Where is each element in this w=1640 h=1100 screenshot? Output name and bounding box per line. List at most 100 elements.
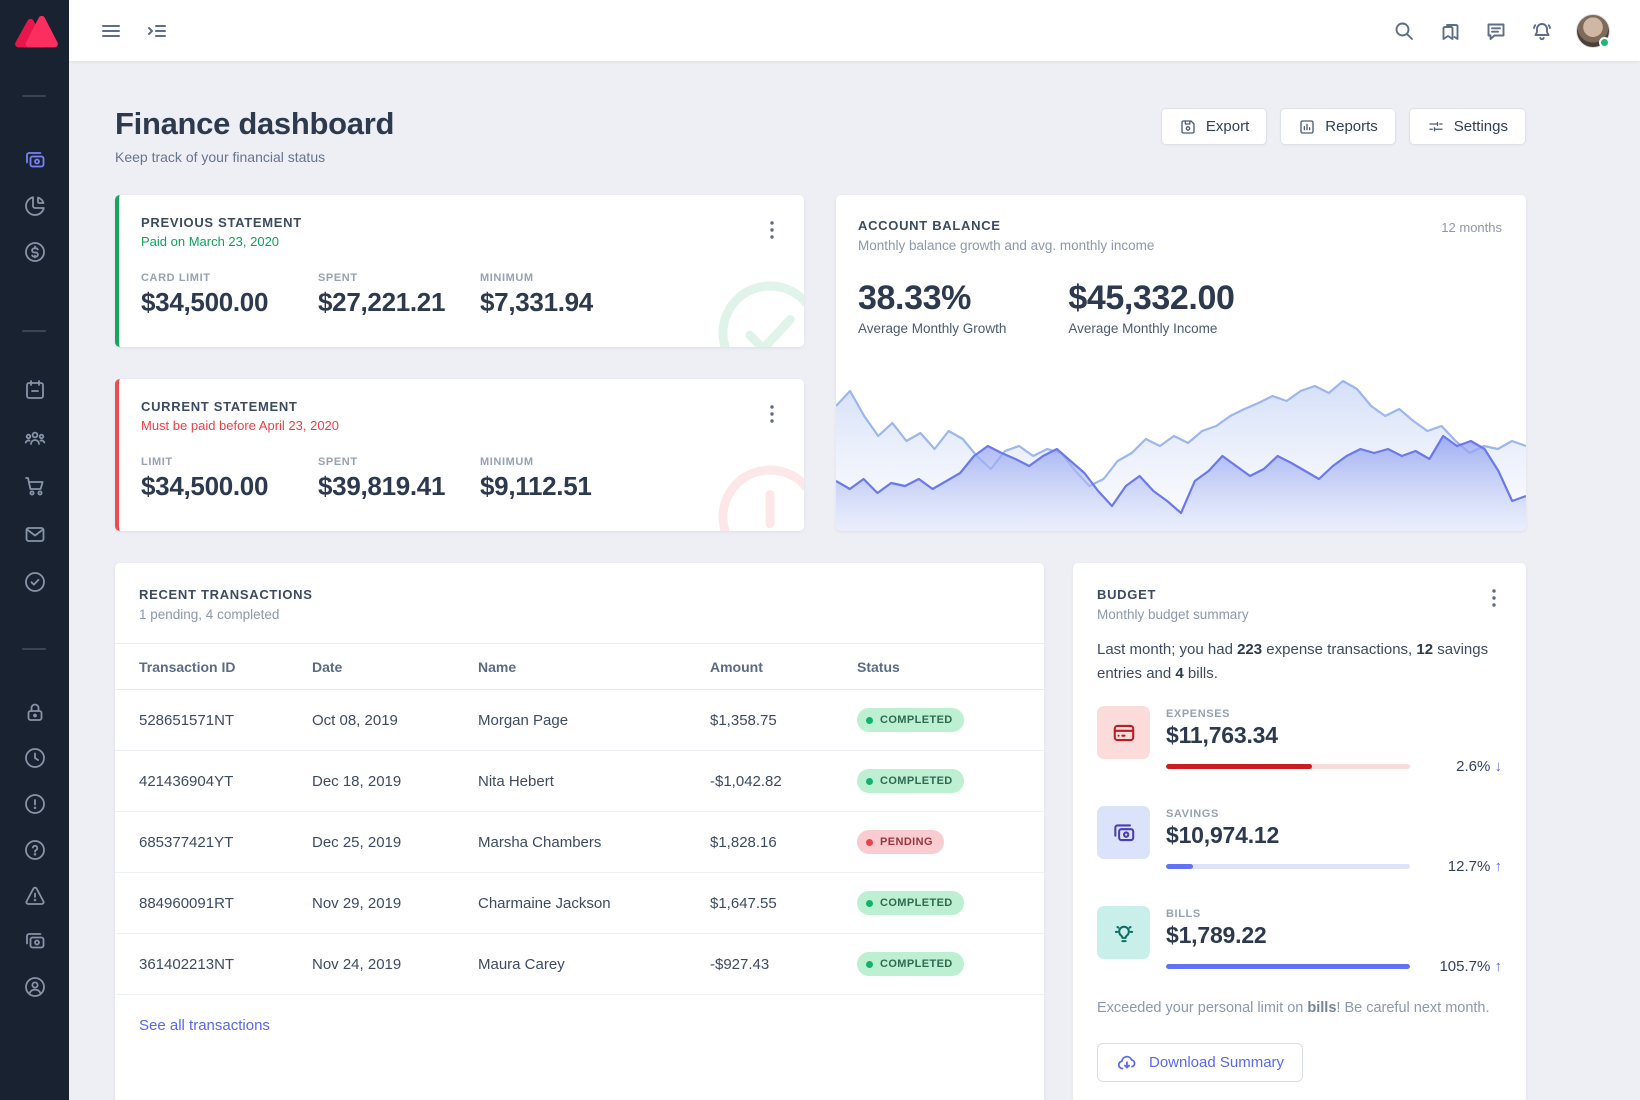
bills-change: 105.7% ↑ [1439, 958, 1502, 975]
arrow-down-icon: ↓ [1494, 758, 1503, 775]
savings-progress-bar [1166, 864, 1410, 869]
col-header-date: Date [312, 643, 478, 690]
budget-title: BUDGET [1097, 587, 1157, 602]
transaction-date: Dec 25, 2019 [312, 811, 478, 873]
expenses-progress-bar [1166, 764, 1410, 769]
notifications-bell-icon[interactable] [1530, 19, 1554, 43]
sidebar-item-pie-chart[interactable] [23, 194, 47, 218]
budget-item-label: BILLS [1166, 908, 1201, 920]
table-row[interactable]: 361402213NT Nov 24, 2019 Maura Carey -$9… [115, 933, 1044, 995]
topbar [69, 0, 1640, 61]
sidebar-item-currency-dollar[interactable] [23, 240, 47, 264]
messages-icon[interactable] [1484, 19, 1508, 43]
online-status-dot [1599, 36, 1610, 48]
transaction-amount: $1,647.55 [710, 872, 857, 934]
transaction-id: 685377421YT [115, 811, 312, 873]
arrow-up-icon: ↑ [1494, 858, 1503, 875]
growth-label: Average Monthly Growth [858, 321, 1007, 336]
page-content: Finance dashboard Keep track of your fin… [69, 61, 1640, 1100]
indent-icon[interactable] [145, 19, 169, 43]
budget-item-savings: SAVINGS $10,974.12 12.7% ↑ [1097, 806, 1502, 875]
card-menu-kebab-icon[interactable] [1482, 585, 1506, 613]
transaction-name: Nita Hebert [478, 750, 710, 812]
transactions-title: RECENT TRANSACTIONS [139, 587, 313, 602]
budget-subtitle: Monthly budget summary [1097, 607, 1249, 622]
card-menu-kebab-icon[interactable] [760, 401, 784, 429]
reports-button[interactable]: Reports [1280, 108, 1396, 145]
settings-button-label: Settings [1453, 118, 1508, 135]
transaction-amount: -$927.43 [710, 933, 857, 995]
budget-item-value: $11,763.34 [1166, 722, 1278, 748]
table-row[interactable]: 528651571NT Oct 08, 2019 Morgan Page $1,… [115, 689, 1044, 751]
sidebar-item-clock[interactable] [23, 746, 47, 770]
savings-change: 12.7% ↑ [1447, 858, 1503, 875]
budget-item-label: EXPENSES [1166, 708, 1231, 720]
download-summary-button[interactable]: Download Summary [1097, 1043, 1304, 1082]
table-row[interactable]: 685377421YT Dec 25, 2019 Marsha Chambers… [115, 811, 1044, 873]
user-avatar[interactable] [1576, 13, 1610, 48]
sidebar-item-users[interactable] [23, 426, 47, 450]
topbar-actions [1370, 13, 1610, 48]
transaction-date: Oct 08, 2019 [312, 689, 478, 751]
table-row[interactable]: 884960091RT Nov 29, 2019 Charmaine Jacks… [115, 872, 1044, 934]
stat-value: $27,221.21 [318, 287, 446, 317]
sidebar-item-calendar[interactable] [23, 378, 47, 402]
stat-label: MINIMUM [480, 456, 534, 468]
transaction-name: Charmaine Jackson [478, 872, 710, 934]
account-balance-title: ACCOUNT BALANCE [858, 218, 1001, 233]
sidebar-item-shopping-cart[interactable] [23, 474, 47, 498]
budget-item-expenses: EXPENSES $11,763.34 2.6% ↓ [1097, 706, 1502, 775]
brand-logo-icon[interactable] [11, 11, 59, 51]
sidebar-item-mail[interactable] [23, 522, 47, 546]
table-row[interactable]: 421436904YT Dec 18, 2019 Nita Hebert -$1… [115, 750, 1044, 812]
stat-value: $34,500.00 [141, 287, 269, 317]
download-summary-label: Download Summary [1149, 1054, 1285, 1071]
menu-icon[interactable] [99, 19, 123, 43]
status-badge: COMPLETED [857, 952, 964, 976]
bulb-icon [1097, 906, 1150, 959]
export-button[interactable]: Export [1160, 108, 1268, 145]
adjustments-icon [1429, 121, 1443, 131]
settings-button[interactable]: Settings [1408, 108, 1526, 145]
transaction-id: 421436904YT [115, 750, 312, 812]
account-balance-card: ACCOUNT BALANCE Monthly balance growth a… [836, 195, 1526, 531]
sidebar-item-alert-circle[interactable] [23, 792, 47, 816]
see-all-transactions-link[interactable]: See all transactions [139, 1017, 270, 1034]
stat-label: SPENT [318, 272, 358, 284]
sidebar-item-help-circle[interactable] [23, 838, 47, 862]
current-statement-status: Must be paid before April 23, 2020 [141, 418, 340, 433]
transaction-date: Dec 18, 2019 [312, 750, 478, 812]
status-badge: COMPLETED [857, 891, 964, 915]
export-button-label: Export [1205, 118, 1250, 135]
balance-area-chart [836, 359, 1526, 531]
status-badge: PENDING [857, 830, 944, 854]
sidebar-item-cash[interactable] [23, 929, 47, 953]
card-menu-kebab-icon[interactable] [760, 217, 784, 245]
sidebar-divider [22, 330, 46, 332]
budget-item-value: $1,789.22 [1166, 922, 1267, 948]
stat-label: LIMIT [141, 456, 173, 468]
chart-bar-icon [1300, 119, 1314, 134]
sidebar-item-lock[interactable] [23, 700, 47, 724]
search-icon[interactable] [1392, 19, 1416, 43]
budget-summary-text: Last month; you had 223 expense transact… [1097, 641, 1489, 682]
recent-transactions-card: RECENT TRANSACTIONS 1 pending, 4 complet… [115, 563, 1044, 1100]
balance-period-label: 12 months [1441, 220, 1502, 235]
sidebar-item-user-circle[interactable] [23, 975, 47, 999]
stat-label: SPENT [318, 456, 358, 468]
transaction-name: Maura Carey [478, 933, 710, 995]
wallet-icon [1097, 806, 1150, 859]
header-buttons: Export Reports Settings [1160, 108, 1526, 145]
status-dot [866, 777, 873, 785]
status-badge: COMPLETED [857, 769, 964, 793]
col-header-amount: Amount [710, 643, 857, 690]
sidebar-item-wallet[interactable] [23, 148, 47, 172]
sidebar-item-circle-check[interactable] [23, 570, 47, 594]
bookmarks-icon[interactable] [1438, 19, 1462, 43]
income-value: $45,332.00 [1068, 279, 1235, 317]
transaction-id: 884960091RT [115, 872, 312, 934]
sidebar-item-alert-triangle[interactable] [23, 884, 47, 908]
budget-item-bills: BILLS $1,789.22 105.7% ↑ [1097, 906, 1502, 975]
stat-value: $34,500.00 [141, 471, 269, 501]
current-statement-title: CURRENT STATEMENT [141, 399, 298, 414]
